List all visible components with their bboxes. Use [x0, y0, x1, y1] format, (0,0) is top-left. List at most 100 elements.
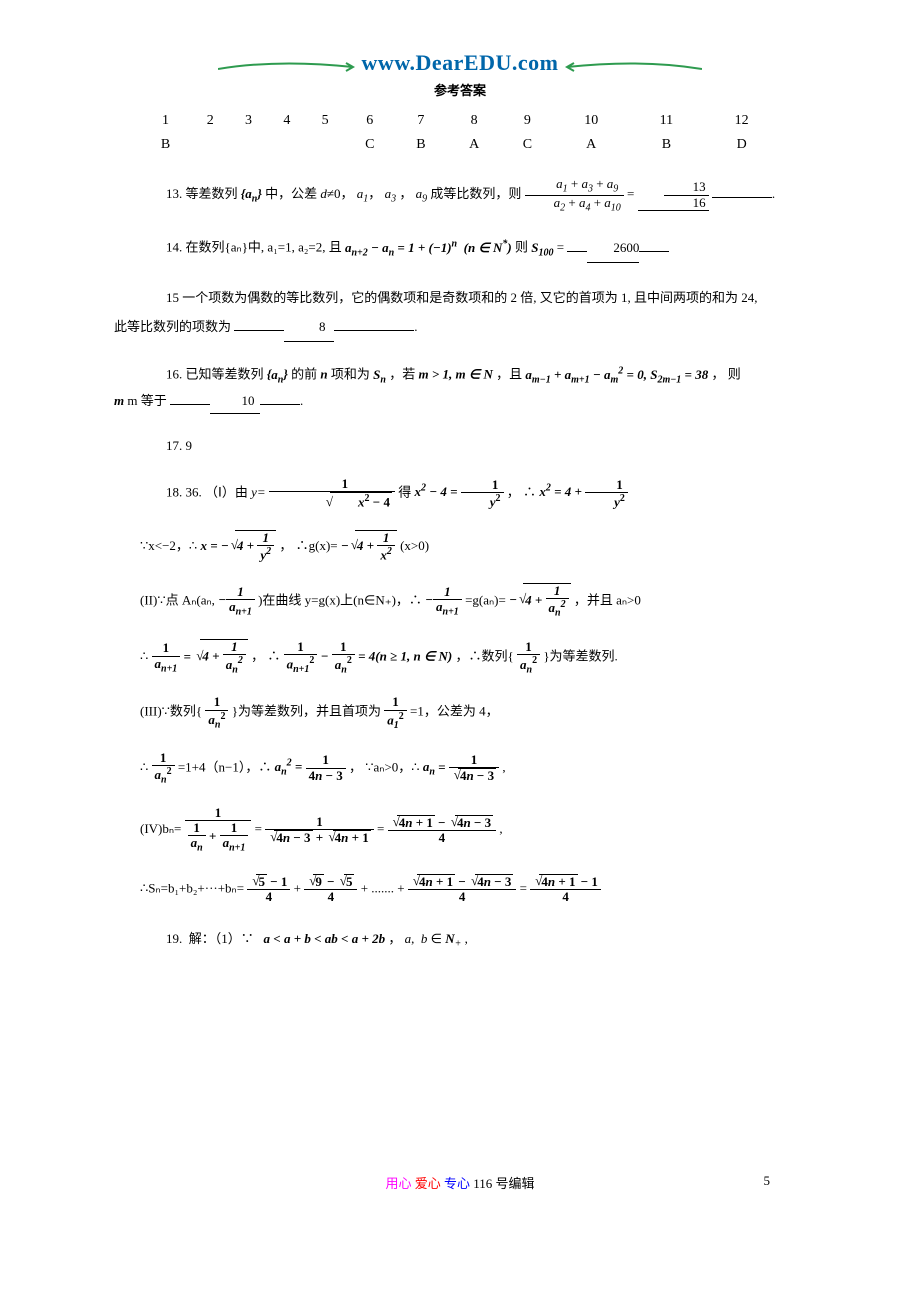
t: (IV)bₙ=: [140, 821, 185, 836]
answer-header-row: 1 2 3 4 5 6 7 8 9 10 11 12: [140, 109, 780, 133]
q16-d: ，若: [389, 367, 418, 382]
t: ，∴数列{: [456, 649, 518, 664]
q15: 15 一个项数为偶数的等比数列，它的偶数项和是奇数项和的 2 倍, 又它的首项为…: [140, 284, 780, 342]
decor-right: [562, 59, 702, 75]
td: C: [502, 133, 553, 157]
t: }为等差数列.: [543, 649, 618, 664]
td: A: [446, 133, 501, 157]
th: 4: [268, 109, 306, 133]
q18-l1: 18. 36. （Ⅰ）由 y= 1x2 − 4 得 x2 − 4 = 1y2 ，…: [140, 477, 780, 510]
t: ， ∴: [507, 484, 536, 499]
t: =: [377, 821, 388, 836]
t: =g(aₙ)=: [465, 592, 509, 607]
th: 5: [306, 109, 344, 133]
t: =: [520, 880, 531, 895]
q17: 17. 9: [140, 434, 780, 457]
q13-ans-num: 13: [664, 180, 709, 195]
td: [306, 133, 344, 157]
q13-t: ≠0，: [327, 186, 354, 201]
th: 7: [395, 109, 446, 133]
q13: 13. 等差数列 {an} 中，公差 d≠0， a1， a3 ， a9 成等比数…: [140, 177, 780, 213]
q16: 16. 已知等差数列 {an} 的前 n 项和为 Sn ，若 m > 1, m …: [140, 362, 780, 413]
td: B: [395, 133, 446, 157]
footer-t3: 专心: [444, 1176, 470, 1191]
t: ,: [499, 821, 502, 836]
t: =1+4（n−1），∴: [178, 759, 275, 774]
q16-e: ，且: [496, 367, 525, 382]
banner-url: www.DearEDU.com: [362, 50, 559, 75]
t: +: [294, 880, 305, 895]
td: D: [703, 133, 780, 157]
q14-eq: =: [557, 240, 564, 255]
q16-a: 16. 已知等差数列: [166, 367, 264, 382]
th: 2: [191, 109, 229, 133]
q14: 14. 在数列{aₙ}中, a₁=1, a₂=2, 且 an+2 − an = …: [140, 233, 780, 264]
q13-t: ，: [368, 186, 381, 201]
t: 得: [398, 484, 414, 499]
decor-left: [218, 59, 358, 75]
td: [268, 133, 306, 157]
q13-suf: .: [772, 186, 775, 201]
th: 6: [344, 109, 395, 133]
q13-text: 13. 等差数列: [166, 186, 238, 201]
td: C: [344, 133, 395, 157]
q13-t: ，: [396, 186, 412, 201]
q15-ans: 8: [284, 313, 334, 343]
t: 18. 36. （Ⅰ）由: [166, 484, 251, 499]
q16-ans: 10: [210, 389, 260, 413]
footer-t2: 爱心: [415, 1176, 444, 1191]
q16-f: ， 则: [711, 367, 740, 382]
t: ∴: [140, 649, 152, 664]
t: }为等差数列，并且首项为: [232, 704, 385, 719]
q18-l3: (II)∵点 Aₙ(aₙ, −1an+1 )在曲线 y=g(x)上(n∈N₊)，…: [140, 583, 780, 619]
th: 1: [140, 109, 191, 133]
t: (II)∵点 Aₙ(aₙ,: [140, 592, 218, 607]
th: 12: [703, 109, 780, 133]
t: ∴Sₙ=b₁+b₂+···+bₙ=: [140, 880, 247, 895]
q13-ans-den: 16: [664, 196, 709, 210]
t: (III)∵数列{: [140, 704, 205, 719]
td: A: [553, 133, 630, 157]
q15-l2: 此等比数列的项数为: [114, 319, 231, 334]
q13-t: 成等比数列，则: [427, 186, 521, 201]
q15-l1: 15 一个项数为偶数的等比数列，它的偶数项和是奇数项和的 2 倍, 又它的首项为…: [166, 290, 758, 305]
q18-l4: ∴ 1an+1 = 4 + 1an2 ， ∴ 1an+12 − 1an2 = 4…: [140, 639, 780, 675]
t: ，并且 aₙ>0: [574, 592, 641, 607]
q14-a: 14. 在数列{aₙ}中, a₁=1, a₂=2, 且: [166, 240, 345, 255]
page-number: 5: [764, 1173, 771, 1189]
th: 9: [502, 109, 553, 133]
th: 3: [229, 109, 267, 133]
q19-text: 19. 解：（1）∵ a < a + b < ab < a + 2b ， a, …: [166, 931, 468, 946]
t: ， ∵aₙ>0，∴: [349, 759, 423, 774]
footer: 用心 爱心 专心 116 号编辑 5: [0, 1173, 920, 1192]
footer-t1: 用心: [385, 1176, 414, 1191]
q13-t: 中，公差: [265, 186, 320, 201]
t: )在曲线 y=g(x)上(n∈N₊)，∴: [258, 592, 425, 607]
t: ， ∴: [251, 649, 284, 664]
td: [191, 133, 229, 157]
q16-c: 项和为: [331, 367, 373, 382]
t: =: [255, 821, 266, 836]
subtitle: 参考答案: [140, 80, 780, 99]
td: [229, 133, 267, 157]
q18-l6: ∴ 1an2 =1+4（n−1），∴ an2 = 14n − 3 ， ∵aₙ>0…: [140, 751, 780, 786]
td: B: [140, 133, 191, 157]
th: 8: [446, 109, 501, 133]
answer-value-row: B C B A C A B D: [140, 133, 780, 157]
footer-t4: 116 号编辑: [473, 1176, 534, 1191]
t: ， ∴g(x)=: [279, 538, 341, 553]
q18-l5: (III)∵数列{ 1an2 }为等差数列，并且首项为 1a12 =1，公差为 …: [140, 695, 780, 730]
q18-l7: (IV)bₙ= 11an + 1an+1 = 14n − 3 + 4n + 1 …: [140, 806, 780, 854]
q14-ans: 2600: [587, 234, 639, 264]
q19: 19. 解：（1）∵ a < a + b < ab < a + 2b ， a, …: [140, 925, 780, 956]
t: (x>0): [400, 538, 429, 553]
q18-l8: ∴Sₙ=b₁+b₂+···+bₙ= 5 − 14 + 9 − 54 + ....…: [140, 874, 780, 905]
t: =1，公差为 4，: [410, 704, 499, 719]
th: 10: [553, 109, 630, 133]
answer-table: 1 2 3 4 5 6 7 8 9 10 11 12 B C B A C A B…: [140, 109, 780, 157]
t: ,: [502, 759, 505, 774]
q13-eq: =: [627, 186, 638, 201]
q14-b: 则: [515, 240, 531, 255]
t: ∵x<−2，∴: [140, 538, 200, 553]
q16-g: m 等于: [127, 393, 166, 408]
